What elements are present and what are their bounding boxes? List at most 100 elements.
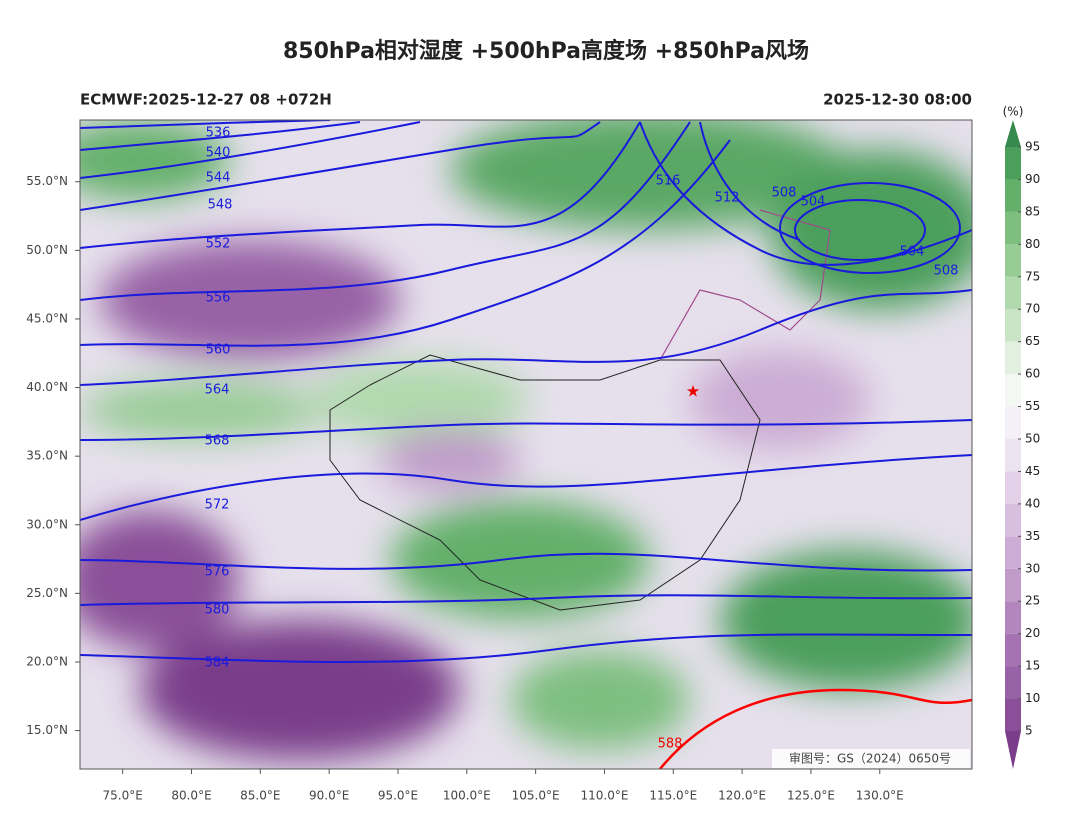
- x-tick-label: 120.0°E: [718, 789, 766, 803]
- colorbar-label: 10: [1025, 691, 1040, 705]
- contour-588: [659, 688, 972, 769]
- colorbar-segment: [1005, 503, 1021, 537]
- colorbar-label: 85: [1025, 204, 1040, 218]
- contour: [80, 121, 361, 151]
- contour-label: 580: [205, 603, 230, 618]
- contour-label: 572: [205, 498, 230, 513]
- colorbar-label: 30: [1025, 561, 1040, 575]
- contour: [80, 121, 421, 179]
- colorbar-segment: [1005, 406, 1021, 439]
- colorbar-label: 15: [1025, 659, 1040, 673]
- colorbar-segment: [1005, 341, 1021, 375]
- x-tick-label: 95.0°E: [378, 789, 418, 803]
- border: [659, 209, 831, 361]
- colorbar-label: 35: [1025, 529, 1040, 543]
- contour: [794, 199, 926, 261]
- contour-label: 552: [206, 237, 231, 252]
- contour-label: 540: [206, 146, 231, 161]
- contour: [80, 139, 731, 347]
- y-tick-label: 15.0°N: [26, 723, 68, 737]
- colorbar-segment: [1005, 439, 1021, 472]
- x-tick-label: 85.0°E: [240, 789, 280, 803]
- height-contours: 536 540 544 548 552 556 560 564 568 572 576 580 584 5…: [80, 120, 972, 769]
- colorbar-unit: (%): [1003, 105, 1024, 119]
- contour-label: 508: [772, 186, 797, 201]
- contour-label: 508: [934, 264, 959, 279]
- colorbar: 5 10 15 20 25 30 35 40 45 50 55 60 65 70 75 80 85 90 95: [1005, 120, 1040, 769]
- contour-label: 564: [205, 383, 230, 398]
- contour: [80, 121, 641, 249]
- boundary: [329, 354, 761, 611]
- contour-label: 516: [656, 174, 681, 189]
- colorbar-segment: [1005, 309, 1021, 342]
- colorbar-label: 5: [1025, 724, 1033, 738]
- x-tick-label: 125.0°E: [787, 789, 835, 803]
- colorbar-segment: [1005, 536, 1021, 569]
- colorbar-segment: [1005, 666, 1021, 699]
- colorbar-label: 60: [1025, 367, 1040, 381]
- y-tick-label: 40.0°N: [26, 380, 68, 394]
- contour: [80, 121, 601, 211]
- contour-label: 504: [801, 195, 826, 210]
- contour-label: 512: [715, 191, 740, 206]
- contour-label: 556: [206, 291, 231, 306]
- colorbar-label: 40: [1025, 496, 1040, 510]
- contour-label: 560: [206, 343, 231, 358]
- contour: [80, 121, 691, 301]
- contour: [80, 454, 972, 521]
- note-box: [772, 749, 970, 768]
- contour-label: 544: [206, 171, 231, 186]
- colorbar-label: 25: [1025, 594, 1040, 608]
- x-tick-label: 105.0°E: [512, 789, 560, 803]
- colorbar-segment: [1005, 244, 1021, 277]
- contour-label: 536: [206, 126, 231, 141]
- capital-marker: ★: [686, 382, 700, 401]
- colorbar-label: 90: [1025, 172, 1040, 186]
- colorbar-segment: [1005, 698, 1021, 731]
- contour-label: 504: [900, 245, 925, 260]
- contour-label: 548: [208, 198, 233, 213]
- contour: [80, 552, 972, 572]
- contour-label: 568: [205, 434, 230, 449]
- y-tick-label: 55.0°N: [26, 174, 68, 188]
- review-number: 审图号：GS（2024）0650号: [789, 751, 951, 766]
- colorbar-segment: [1005, 147, 1021, 180]
- run-info: ECMWF:2025-12-27 08 +072H: [80, 91, 332, 109]
- x-tick-label: 100.0°E: [443, 789, 491, 803]
- x-tick-label: 75.0°E: [103, 789, 143, 803]
- colorbar-segment: [1005, 633, 1021, 667]
- contour: [779, 182, 961, 274]
- colorbar-segment: [1005, 276, 1021, 310]
- colorbar-label: 55: [1025, 399, 1040, 413]
- colorbar-segment: [1005, 179, 1021, 212]
- contour: [639, 121, 972, 266]
- contour: [80, 120, 331, 129]
- colorbar-label: 45: [1025, 464, 1040, 478]
- colorbar-label: 75: [1025, 269, 1040, 283]
- valid-time: 2025-12-30 08:00: [823, 91, 972, 109]
- colorbar-extension: [1005, 731, 1021, 769]
- colorbar-label: 95: [1025, 140, 1040, 154]
- y-tick-label: 45.0°N: [26, 311, 68, 325]
- y-tick-label: 25.0°N: [26, 586, 68, 600]
- contour: [80, 289, 972, 386]
- colorbar-extension: [1005, 120, 1021, 147]
- x-tick-label: 110.0°E: [580, 789, 628, 803]
- contour: [80, 594, 972, 606]
- x-tick-label: 90.0°E: [309, 789, 349, 803]
- contour-label: 588: [658, 737, 683, 752]
- colorbar-segment: [1005, 471, 1021, 504]
- x-tick-label: 130.0°E: [856, 789, 904, 803]
- contour: [80, 633, 972, 663]
- x-tick-label: 80.0°E: [171, 789, 211, 803]
- contour: [80, 419, 972, 441]
- title: 850hPa相对湿度 +500hPa高度场 +850hPa风场: [283, 38, 809, 64]
- y-tick-label: 35.0°N: [26, 449, 68, 463]
- colorbar-segment: [1005, 601, 1021, 634]
- map-frame: [79, 119, 973, 770]
- colorbar-label: 20: [1025, 626, 1040, 640]
- contour-label: 584: [205, 656, 230, 671]
- colorbar-segment: [1005, 211, 1021, 245]
- y-tick-label: 50.0°N: [26, 243, 68, 257]
